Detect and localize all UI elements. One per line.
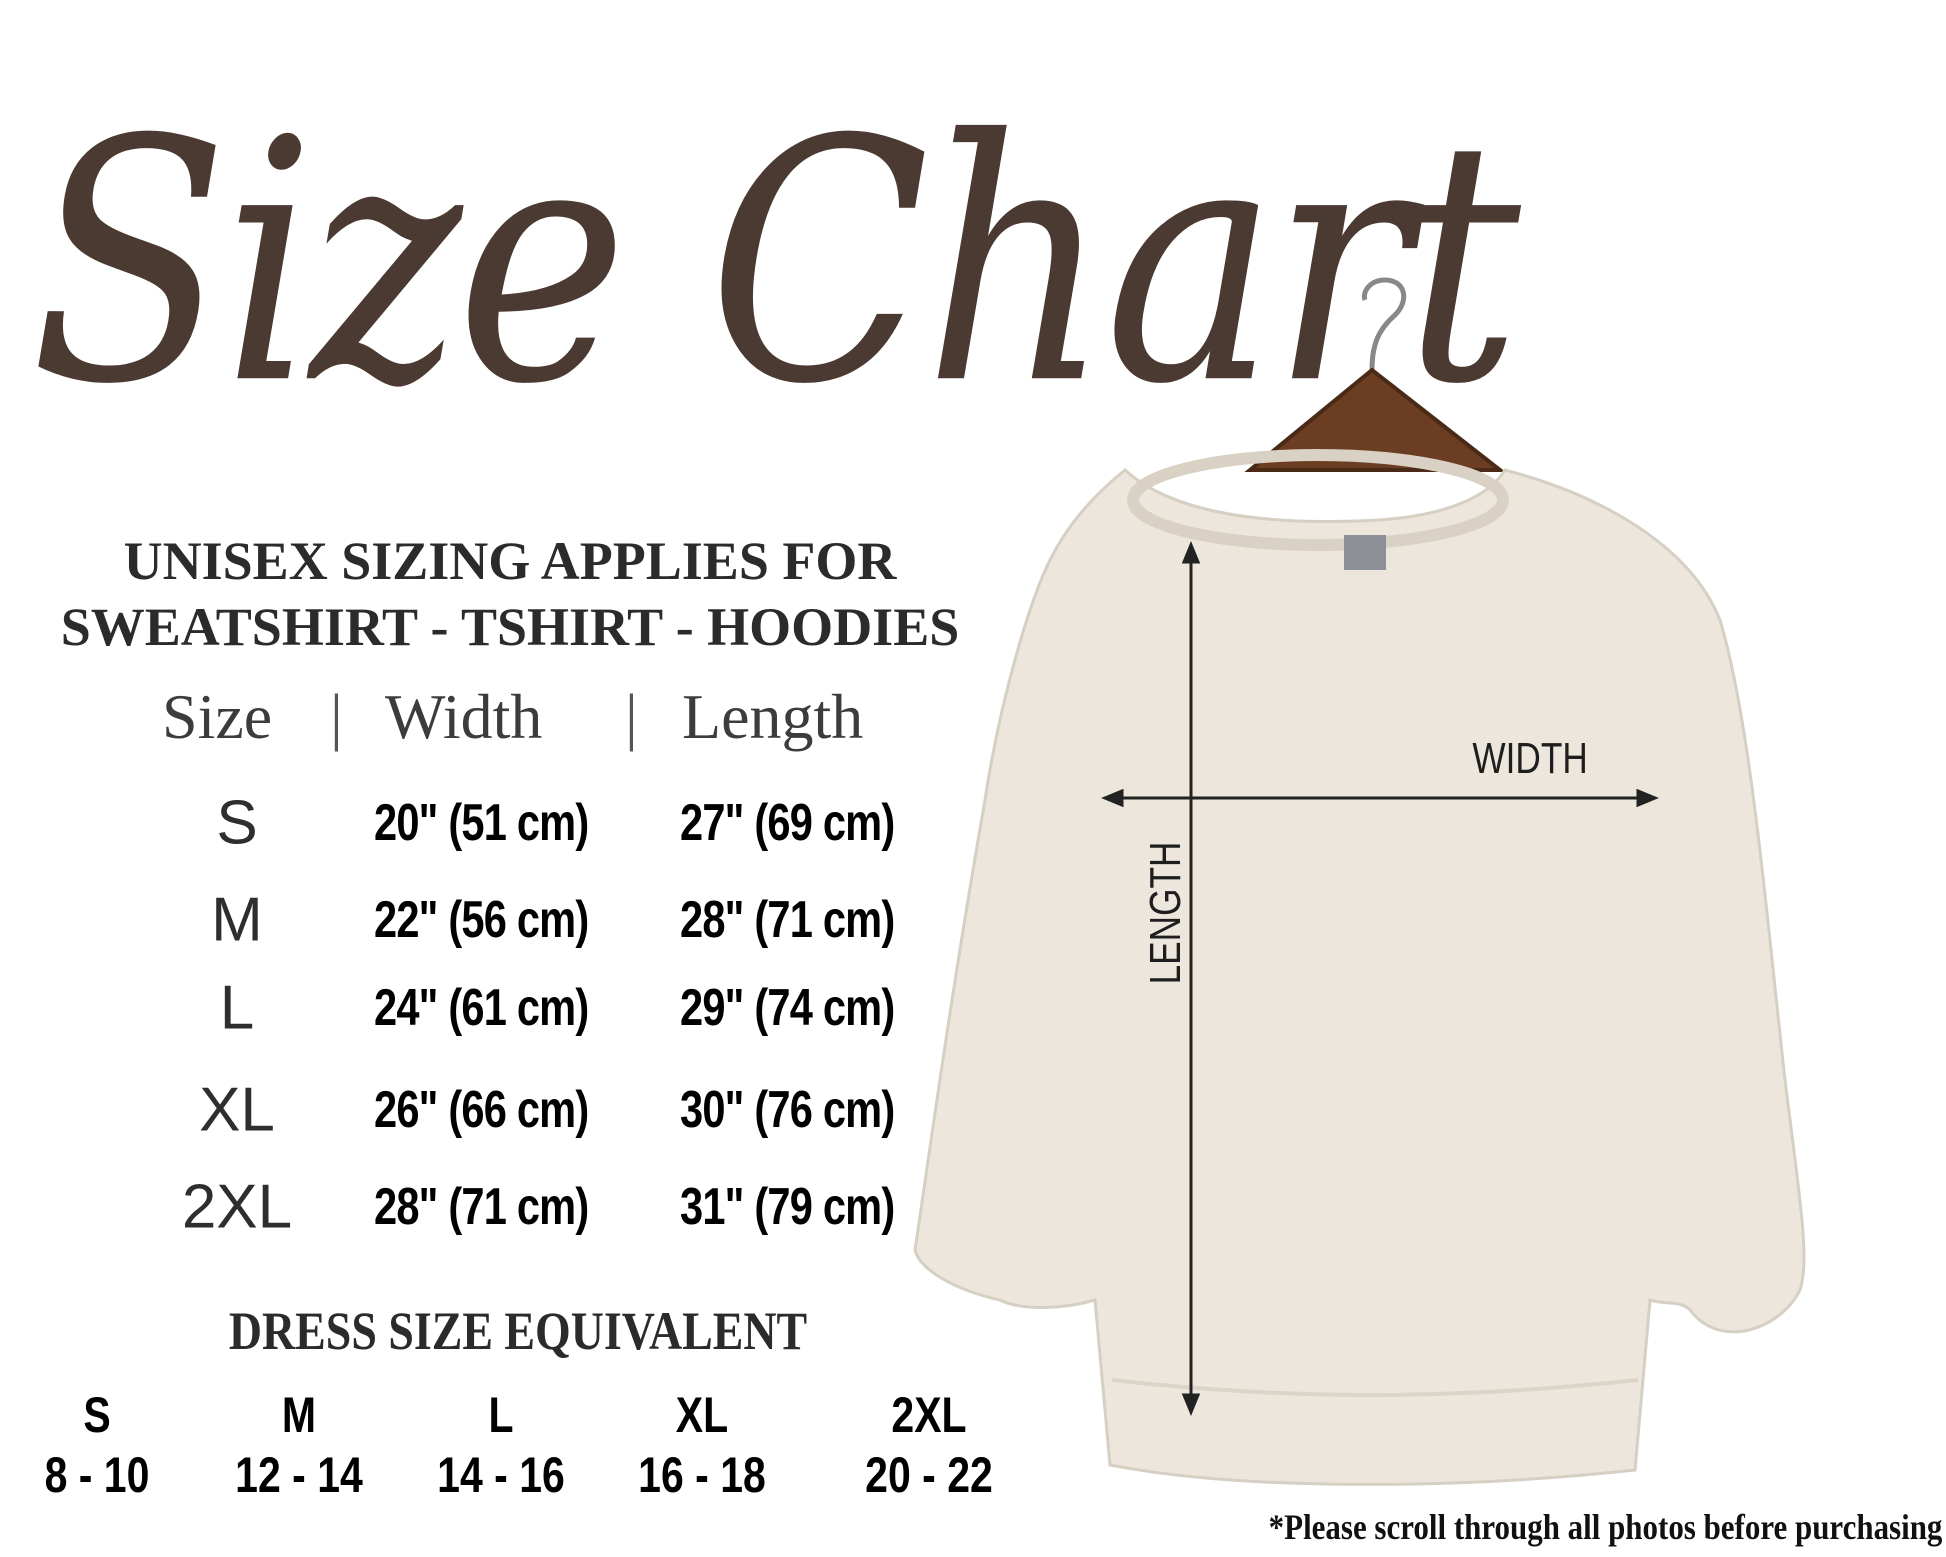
dress-size-label: S (83, 1387, 111, 1443)
row-width: 24" (61 cm) (374, 979, 589, 1037)
row-length: 27" (69 cm) (680, 794, 895, 852)
row-length: 29" (74 cm) (680, 979, 895, 1037)
row-size: 2XL (181, 1172, 293, 1242)
dress-size-range: 14 - 16 (437, 1447, 565, 1503)
header-separator: | (330, 681, 343, 752)
dress-size-label: XL (675, 1387, 729, 1443)
hanger-icon (1244, 277, 1506, 472)
header-width: Width (385, 681, 543, 752)
length-label: LENGTH (1141, 841, 1191, 985)
row-width: 22" (56 cm) (374, 891, 589, 949)
dress-size-range: 12 - 14 (235, 1447, 363, 1503)
size-chart-title: Size Chart (30, 70, 1521, 458)
header-length: Length (682, 681, 864, 752)
row-size: S (216, 788, 258, 858)
dress-size-title: DRESS SIZE EQUIVALENT (228, 1301, 808, 1361)
heading-line-1: UNISEX SIZING APPLIES FOR (123, 531, 897, 591)
width-label: WIDTH (1472, 734, 1588, 783)
header-separator: | (625, 681, 638, 752)
dress-size-label: L (488, 1387, 514, 1443)
dress-size-range: 16 - 18 (638, 1447, 766, 1503)
dress-size-range: 20 - 22 (865, 1447, 993, 1503)
width-arrow (1101, 788, 1659, 808)
dress-size-range: 8 - 10 (44, 1447, 150, 1503)
row-length: 31" (79 cm) (680, 1178, 895, 1236)
dress-size-label: 2XL (891, 1387, 967, 1443)
tag-icon (1344, 535, 1386, 570)
dress-size-label: M (281, 1387, 317, 1443)
sweatshirt-body (913, 468, 1806, 1486)
row-length: 28" (71 cm) (680, 891, 895, 949)
row-width: 20" (51 cm) (374, 794, 589, 852)
row-width: 28" (71 cm) (374, 1178, 589, 1236)
row-size: M (211, 885, 263, 955)
length-arrow (1181, 541, 1201, 1416)
row-width: 26" (66 cm) (374, 1081, 589, 1139)
header-size: Size (162, 681, 273, 752)
row-size: L (219, 973, 255, 1043)
heading-line-2: SWEATSHIRT - TSHIRT - HOODIES (60, 597, 960, 657)
row-length: 30" (76 cm) (680, 1081, 895, 1139)
row-size: XL (199, 1075, 275, 1145)
purchase-note: *Please scroll through all photos before… (1268, 1507, 1942, 1547)
